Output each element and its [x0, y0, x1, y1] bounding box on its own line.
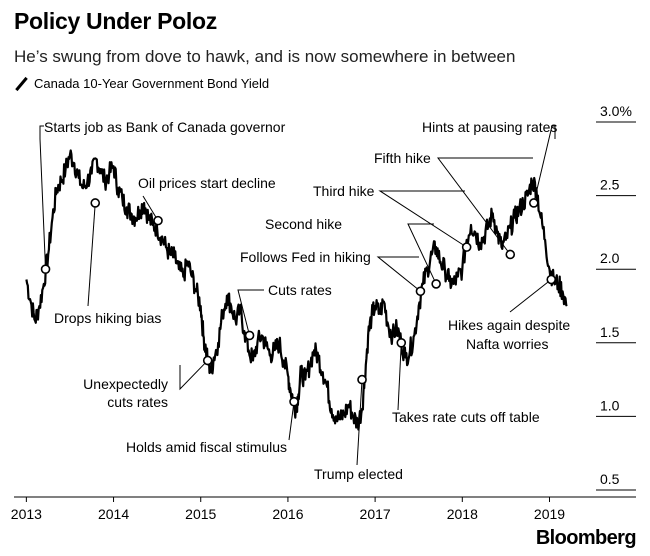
annotation-label: cuts rates	[107, 394, 168, 410]
event-marker	[202, 355, 213, 366]
x-tick-label: 2019	[534, 506, 565, 522]
annotation-label: Unexpectedly	[83, 376, 168, 392]
event-marker	[415, 286, 426, 297]
event-marker	[289, 396, 299, 407]
event-marker	[461, 242, 472, 252]
annotation-label: Hikes again despite	[448, 317, 570, 333]
chart-title: Policy Under Poloz	[14, 8, 217, 34]
annotation-leader	[378, 190, 467, 248]
chart-subtitle: He’s swung from dove to hawk, and is now…	[14, 47, 516, 66]
annotation-leader	[179, 360, 209, 391]
annotation-label: Holds amid fiscal stimulus	[126, 439, 287, 455]
annotation-label: Trump elected	[314, 466, 403, 482]
x-tick-label: 2015	[185, 506, 216, 522]
legend-label: Canada 10-Year Government Bond Yield	[34, 76, 270, 91]
event-marker	[90, 198, 101, 208]
event-marker	[546, 274, 557, 285]
y-tick-label: 2.0	[600, 250, 620, 266]
event-marker	[357, 374, 367, 385]
x-axis: 2013 2014 2015 2016 2017 2018 2019	[11, 496, 636, 522]
annotation-leader	[533, 125, 556, 204]
annotation-leader	[397, 342, 402, 411]
annotation-label: Starts job as Bank of Canada governor	[44, 119, 286, 135]
event-marker	[244, 330, 255, 341]
x-tick-label: 2016	[272, 506, 303, 522]
y-tick-label: 0.5	[600, 471, 620, 487]
annotation-label: Second hike	[265, 216, 342, 232]
event-marker	[396, 337, 407, 348]
annotation-leader	[87, 202, 96, 307]
annotation-label: Hints at pausing rates	[422, 119, 557, 135]
event-marker	[431, 279, 441, 289]
x-tick-label: 2018	[447, 506, 478, 522]
y-axis: 0.5 1.0 1.5 2.0 2.5 3.0%	[596, 103, 636, 491]
annotation-label: Cuts rates	[268, 282, 332, 298]
annotation-label: Third hike	[313, 183, 375, 199]
annotation-leader	[509, 279, 552, 313]
x-tick-label: 2014	[98, 506, 129, 522]
bloomberg-logo: Bloomberg	[535, 527, 637, 549]
y-tick-label: 2.5	[600, 177, 620, 193]
annotation-labels: Starts job as Bank of Canada governor Dro…	[44, 119, 570, 482]
annotation-leader	[407, 223, 437, 285]
x-tick-label: 2017	[360, 506, 391, 522]
annotation-leader	[39, 125, 47, 270]
annotation-leader	[288, 401, 295, 441]
event-marker	[153, 215, 163, 226]
y-tick-label: 1.5	[600, 324, 620, 340]
annotation-leader	[237, 289, 264, 336]
event-marker	[40, 264, 51, 275]
annotation-label: Oil prices start decline	[138, 175, 276, 191]
annotation-label: Takes rate cuts off table	[392, 409, 540, 425]
annotation-label: Follows Fed in hiking	[240, 249, 371, 265]
x-tick-label: 2013	[11, 506, 42, 522]
y-tick-label: 3.0%	[600, 103, 632, 119]
annotation-label: Drops hiking bias	[54, 310, 161, 326]
event-markers	[40, 198, 557, 407]
legend: Canada 10-Year Government Bond Yield	[14, 76, 269, 91]
annotation-label: Fifth hike	[374, 150, 431, 166]
annotation-label: Nafta worries	[466, 336, 548, 352]
event-marker	[505, 249, 516, 260]
annotation-leader	[376, 256, 421, 292]
event-marker	[528, 198, 539, 208]
y-tick-label: 1.0	[600, 397, 620, 413]
annotation-leader	[142, 195, 159, 221]
